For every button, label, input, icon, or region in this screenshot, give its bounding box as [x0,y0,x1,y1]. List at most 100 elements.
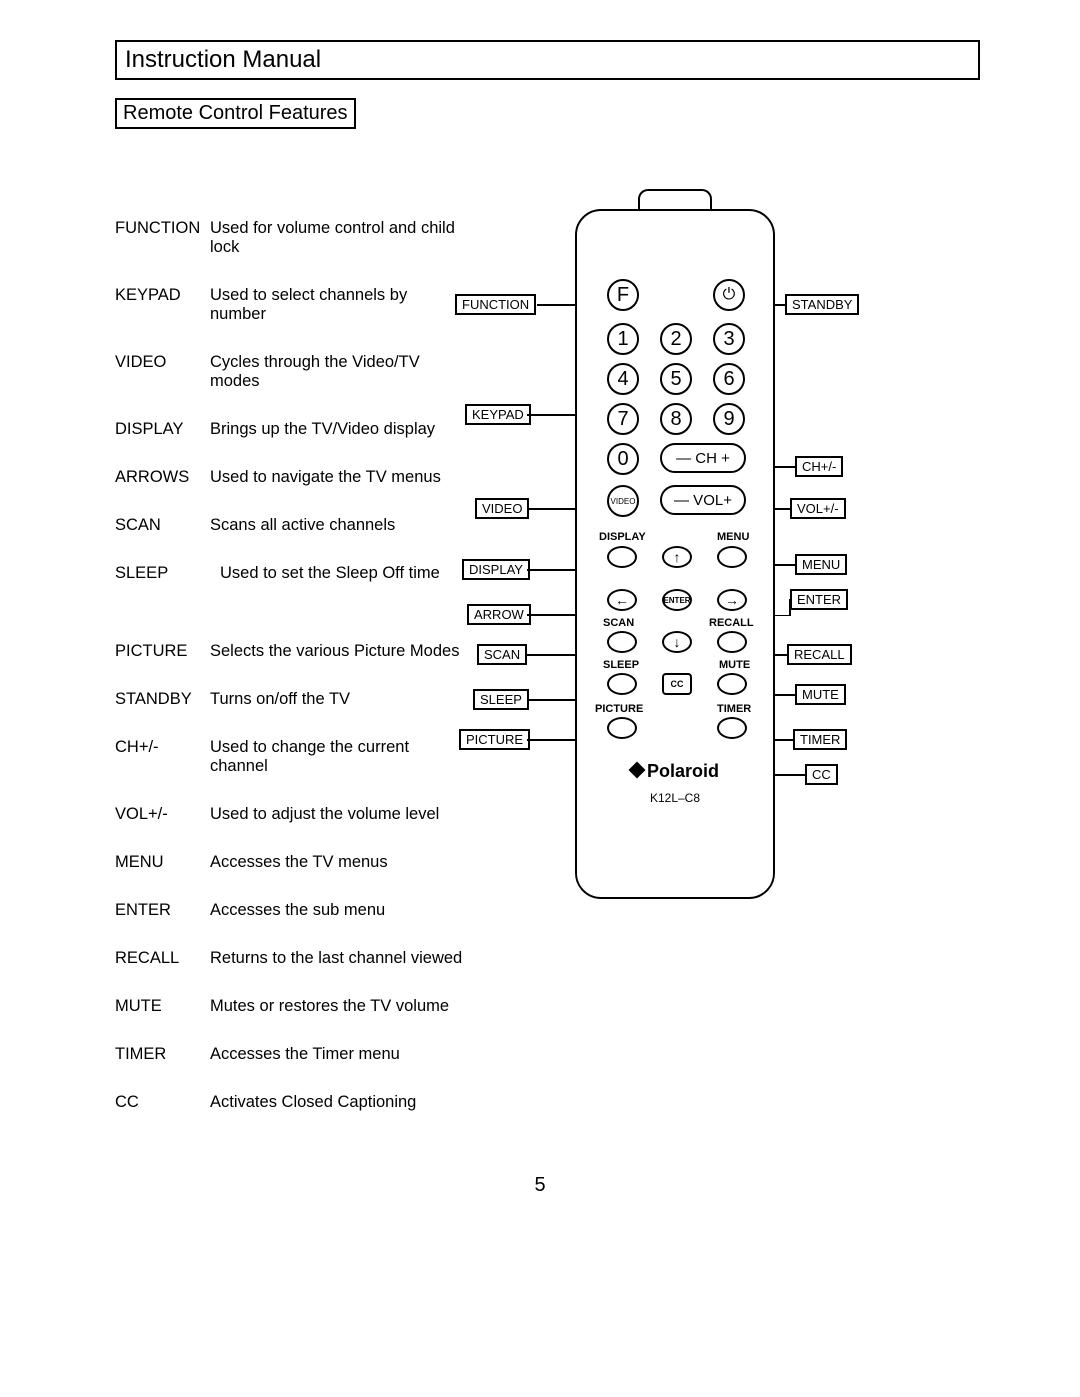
standby-button: ⏻ [713,279,745,311]
timer-label: TIMER [717,703,751,715]
page-title: Instruction Manual [115,40,980,80]
callout-ch: CH+/- [795,456,843,477]
display-label: DISPLAY [599,531,646,543]
keypad-1: 1 [607,323,639,355]
keypad-5: 5 [660,363,692,395]
def-key: CC [115,1093,210,1112]
vol-rocker: — VOL+ [660,485,746,515]
arrow-up-button: ↑ [662,546,692,568]
keypad-2: 2 [660,323,692,355]
def-key: KEYPAD [115,286,210,324]
recall-button [717,631,747,653]
menu-label: MENU [717,531,749,543]
callout-standby: STANDBY [785,294,859,315]
def-key: MENU [115,853,210,872]
callout-scan: SCAN [477,644,527,665]
callout-function: FUNCTION [455,294,536,315]
def-val: Used to set the Sleep Off time [210,564,465,583]
brand-text: Polaroid [647,761,719,781]
sleep-button [607,673,637,695]
def-val: Turns on/off the TV [210,690,465,709]
def-val: Used for volume control and child lock [210,219,465,257]
callout-vol: VOL+/- [790,498,846,519]
def-key: MUTE [115,997,210,1016]
brand-diamond-icon [628,762,645,779]
def-val: Scans all active channels [210,516,465,535]
def-key: SLEEP [115,564,210,583]
arrow-down-button: ↓ [662,631,692,653]
def-val: Cycles through the Video/TV modes [210,353,465,391]
def-key: SCAN [115,516,210,535]
def-key: DISPLAY [115,420,210,439]
def-key: PICTURE [115,642,210,661]
callout-display: DISPLAY [462,559,530,580]
def-key: ARROWS [115,468,210,487]
callout-menu: MENU [795,554,847,575]
sleep-label: SLEEP [603,659,639,671]
arrow-right-button: → [717,589,747,611]
ir-window [638,189,712,211]
timer-button [717,717,747,739]
body-row: FUNCTIONUsed for volume control and chil… [115,219,980,1141]
keypad-8: 8 [660,403,692,435]
def-key: VOL+/- [115,805,210,824]
keypad-6: 6 [713,363,745,395]
video-button: VIDEO [607,485,639,517]
def-val: Accesses the sub menu [210,901,465,920]
def-val: Used to select channels by number [210,286,465,324]
display-button [607,546,637,568]
function-button: F [607,279,639,311]
def-val: Activates Closed Captioning [210,1093,465,1112]
keypad-4: 4 [607,363,639,395]
def-val: Brings up the TV/Video display [210,420,465,439]
def-row: FUNCTIONUsed for volume control and chil… [115,219,465,257]
def-key: TIMER [115,1045,210,1064]
def-key: VIDEO [115,353,210,391]
callout-enter: ENTER [790,589,848,610]
mute-label: MUTE [719,659,750,671]
picture-button [607,717,637,739]
menu-button [717,546,747,568]
callout-mute: MUTE [795,684,846,705]
keypad-9: 9 [713,403,745,435]
ch-rocker: — CH + [660,443,746,473]
definitions-list: FUNCTIONUsed for volume control and chil… [115,219,465,1141]
model-number: K12L–C8 [577,791,773,805]
callout-picture: PICTURE [459,729,530,750]
def-val: Selects the various Picture Modes [210,642,465,661]
def-val: Mutes or restores the TV volume [210,997,465,1016]
keypad-3: 3 [713,323,745,355]
def-key: ENTER [115,901,210,920]
def-key: STANDBY [115,690,210,709]
def-val: Used to adjust the volume level [210,805,465,824]
brand-logo: Polaroid [577,761,773,782]
recall-label: RECALL [709,617,754,629]
enter-button: ENTER [662,589,692,611]
callout-keypad: KEYPAD [465,404,531,425]
callout-recall: RECALL [787,644,852,665]
callout-sleep: SLEEP [473,689,529,710]
def-val: Used to change the current channel [210,738,465,776]
remote-figure: FUNCTION KEYPAD VIDEO DISPLAY ARROW SCAN… [465,219,980,1141]
manual-page: Instruction Manual Remote Control Featur… [0,0,1080,1397]
mute-button [717,673,747,695]
callout-video: VIDEO [475,498,529,519]
def-key: RECALL [115,949,210,968]
cc-button: CC [662,673,692,695]
def-val: Accesses the TV menus [210,853,465,872]
picture-label: PICTURE [595,703,643,715]
scan-label: SCAN [603,617,634,629]
callout-timer: TIMER [793,729,847,750]
def-val: Accesses the Timer menu [210,1045,465,1064]
remote-diagram: F ⏻ 1 2 3 4 5 6 7 8 9 0 — CH + VIDEO — [575,209,775,899]
def-key: CH+/- [115,738,210,776]
callout-cc: CC [805,764,838,785]
keypad-7: 7 [607,403,639,435]
scan-button [607,631,637,653]
def-key: FUNCTION [115,219,210,257]
page-number: 5 [0,1174,1080,1197]
callout-arrow: ARROW [467,604,531,625]
keypad-0: 0 [607,443,639,475]
def-val: Used to navigate the TV menus [210,468,465,487]
section-subtitle: Remote Control Features [115,98,356,129]
